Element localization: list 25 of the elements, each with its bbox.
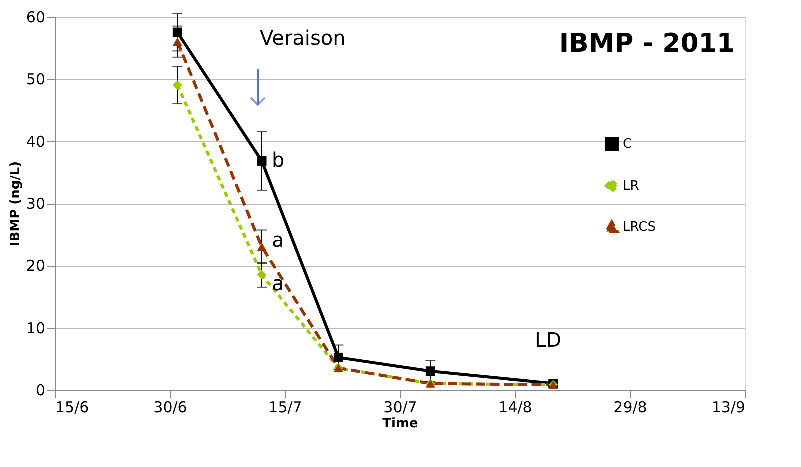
y-tick-label: 20 [26,257,46,276]
x-tick-label: 30/6 [154,398,188,416]
annotation: b [272,148,285,172]
x-tick-label: 30/7 [384,398,418,416]
annotation: a [272,228,284,252]
y-tick-label: 50 [26,70,46,89]
y-tick-label: 10 [26,319,46,338]
y-tick-label: 60 [26,8,46,26]
annotation: LD [535,328,562,352]
x-tick-label: 29/8 [614,398,648,416]
x-tick-label: 13/9 [712,398,746,416]
x-tick-label: 14/8 [498,398,532,416]
annotation: Veraison [260,26,346,50]
legend-label: LRCS [623,220,656,235]
y-tick-label: 40 [26,132,46,151]
legend-label: LR [623,179,640,194]
y-tick-label: 30 [26,195,46,213]
y-tick-label: 0 [36,382,46,400]
x-tick-label: 15/6 [56,398,90,416]
y-axis-title: IBMP (ng/L) [8,161,24,247]
x-tick-label: 15/7 [268,398,302,416]
legend-label: C [623,137,632,152]
annotation: a [272,271,284,296]
text: IBMP - 2011 [559,29,735,59]
x-axis-title: Time [382,416,419,432]
